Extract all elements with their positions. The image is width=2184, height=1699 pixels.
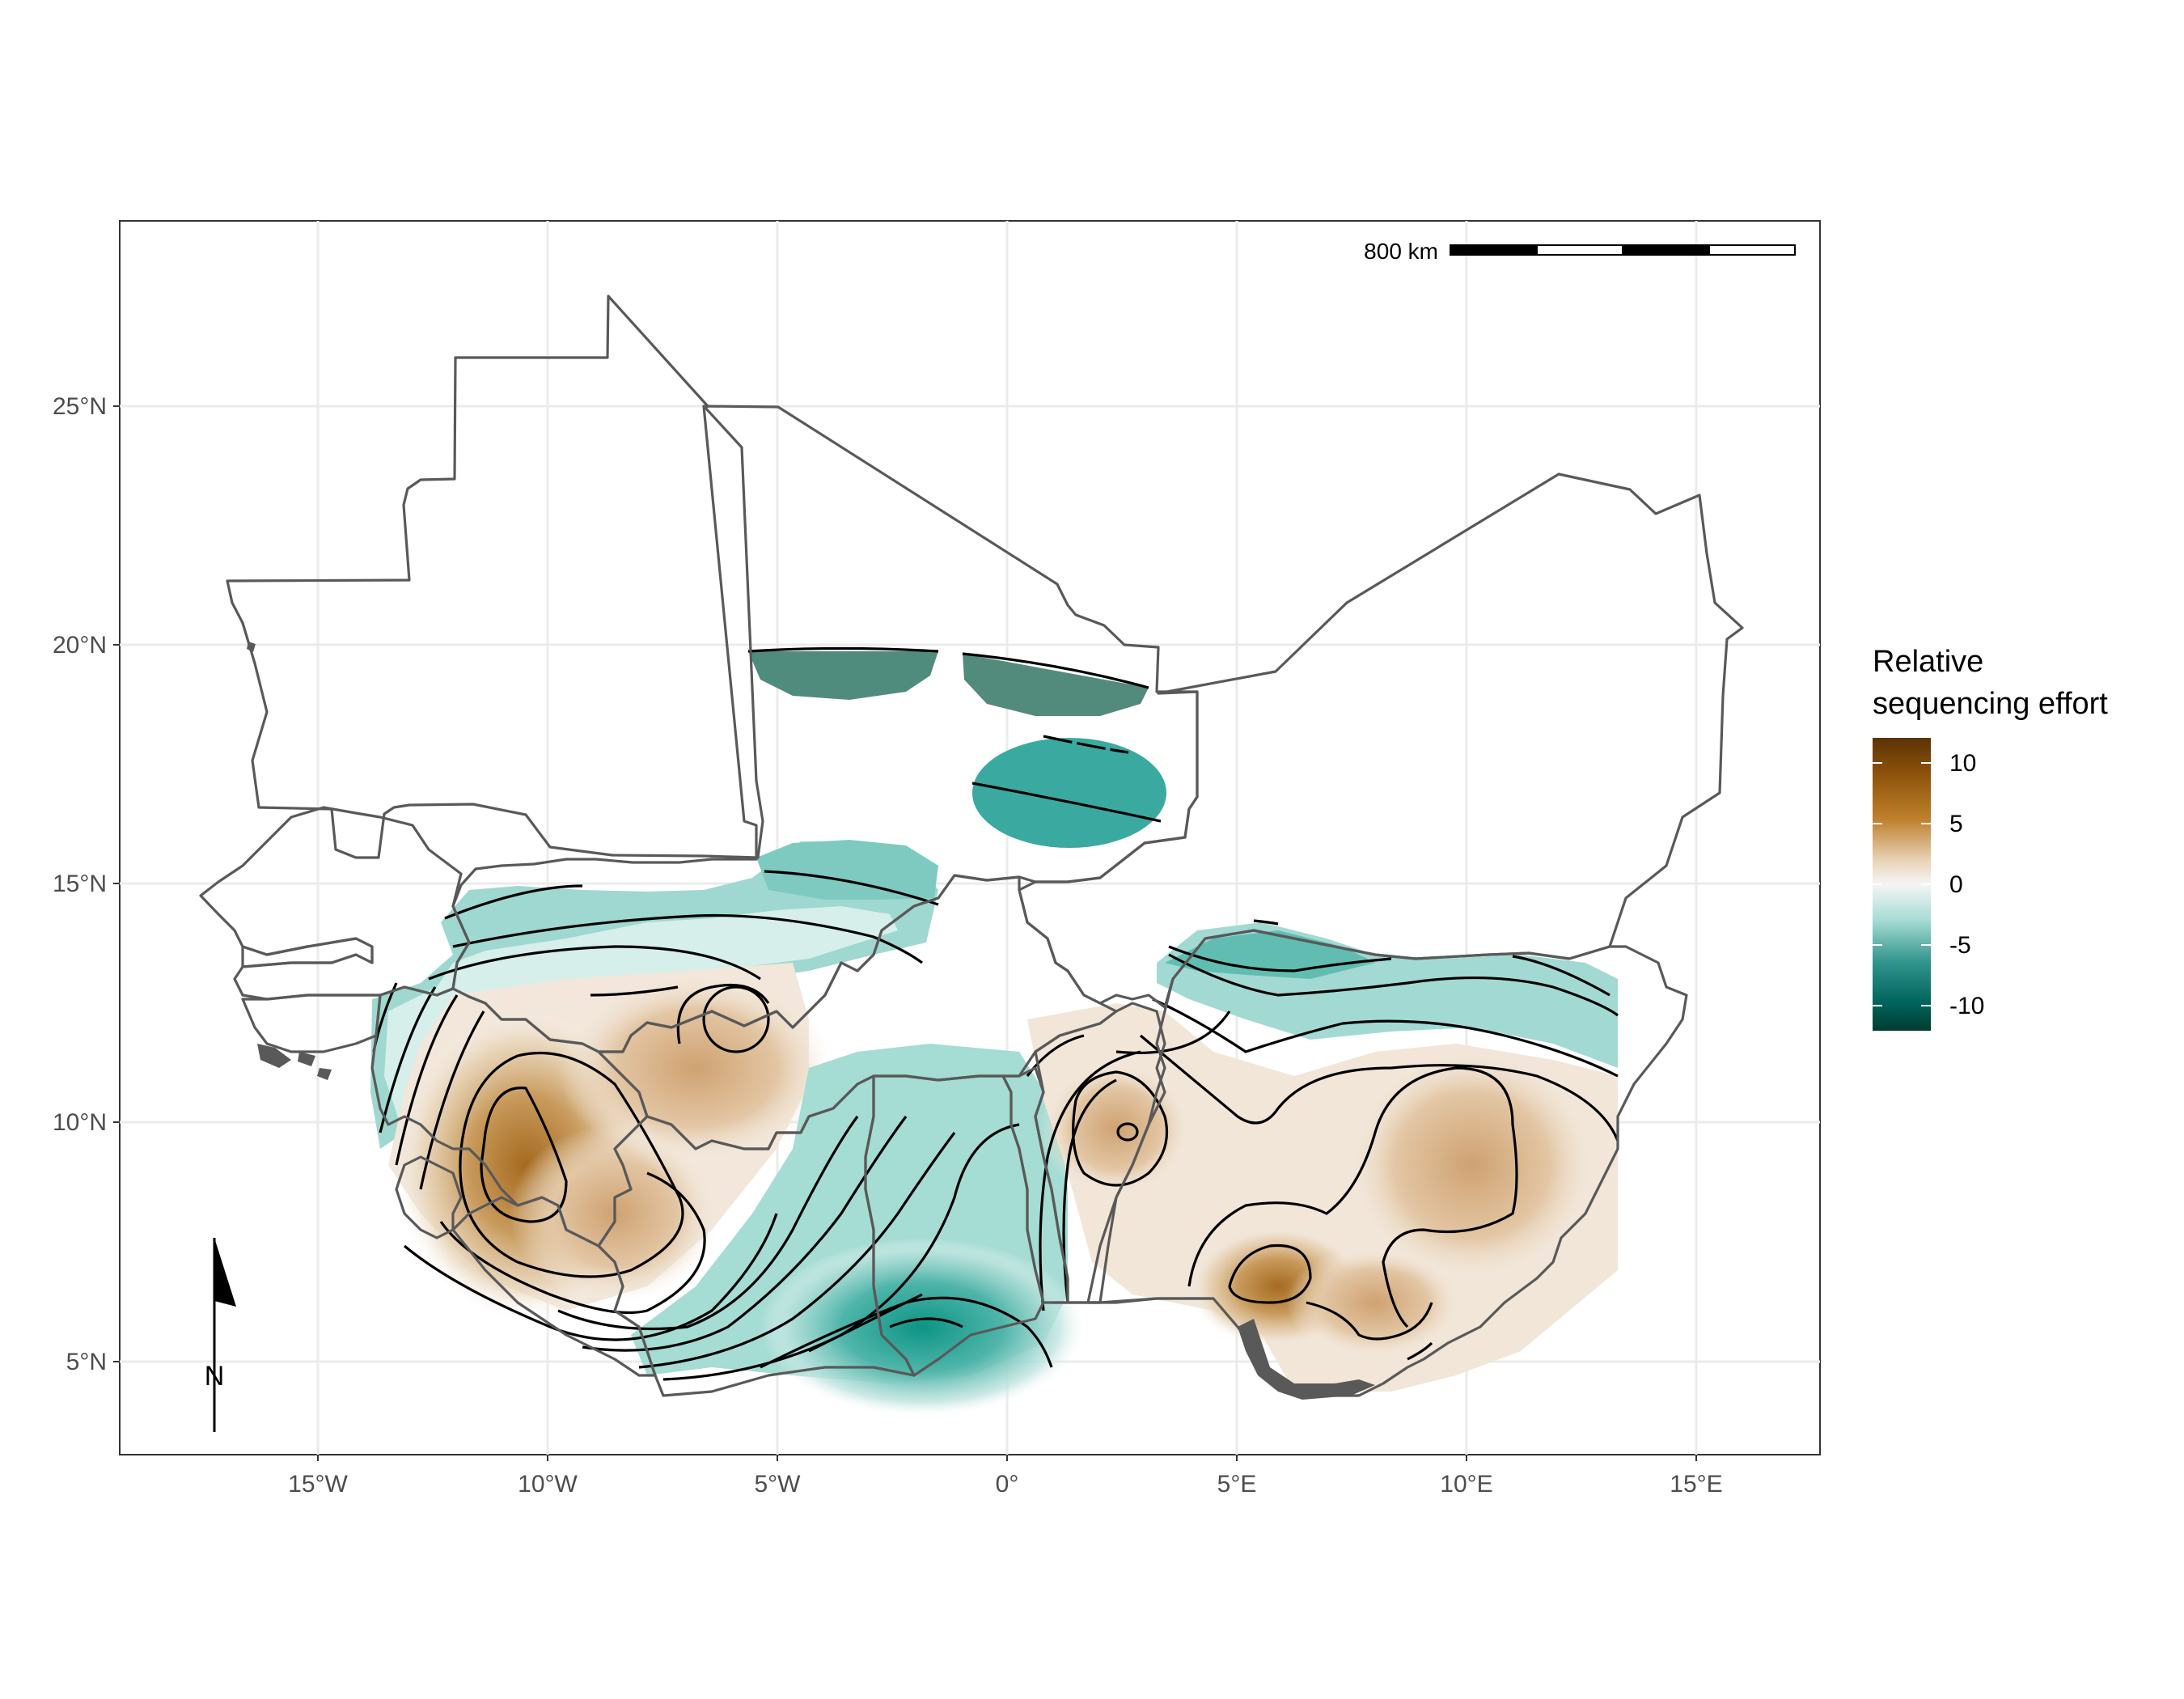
bijagos-islands: [257, 1044, 332, 1080]
x-tick-label: 0°: [996, 1471, 1019, 1498]
border-guinea: [370, 985, 649, 1248]
contour-line: [590, 985, 679, 997]
x-tick-label: 15°E: [1670, 1471, 1722, 1498]
legend: Relative sequencing effort 10 5 0 -5 -10: [1873, 645, 2108, 1031]
scale-bar: 800 km: [1364, 239, 1796, 264]
contour-line: [760, 1296, 1053, 1369]
coastal-fills: [247, 642, 1375, 1400]
contour-line: [1187, 1066, 1518, 1328]
legend-title-line1: Relative: [1873, 645, 1983, 679]
contour-line: [1115, 1011, 1231, 1055]
north-arrow-label: N: [205, 1361, 225, 1392]
coast-ghana-gulf: [1052, 1297, 1213, 1304]
contour-line: [1039, 1050, 1141, 1311]
border-nigeria: [1086, 929, 1688, 1397]
contour-line: [1072, 1070, 1169, 1187]
contour-line: [1253, 919, 1279, 926]
contour-line: [1043, 735, 1129, 754]
contour-line: [1512, 955, 1610, 997]
contour-line: [702, 985, 770, 1053]
border-sierra-leone: [395, 1155, 463, 1239]
contour-line: [1228, 1244, 1312, 1304]
contour-line: [1407, 1341, 1433, 1361]
surface-central-teal-core: [760, 1238, 1084, 1416]
border-gambia: [241, 937, 374, 968]
contour-line: [452, 913, 923, 964]
surface-east-brown-main: [1343, 1044, 1602, 1286]
scale-bar-segment: [1708, 244, 1796, 256]
scale-bar-segment: [1450, 244, 1538, 256]
y-tick-label: 10°N: [53, 1109, 107, 1136]
border-guinea-bissau: [241, 994, 382, 1053]
scale-bar-segment: [1536, 244, 1623, 256]
legend-label: 0: [1949, 871, 1963, 898]
legend-label: -10: [1949, 993, 1984, 1019]
contour-line: [395, 994, 459, 1166]
x-tick-label: 10°W: [518, 1471, 578, 1498]
y-axis-labels: 5°N 10°N 15°N 20°N 25°N: [53, 393, 107, 1375]
contour-line: [889, 1317, 963, 1328]
y-tick-label: 25°N: [53, 393, 107, 420]
contour-line: [1139, 1034, 1619, 1142]
mauritania-coast-islands: [247, 642, 256, 652]
x-tick-label: 10°E: [1440, 1471, 1492, 1498]
contour-line: [971, 782, 1162, 823]
y-tick-label: 20°N: [53, 632, 107, 659]
contour-line: [962, 652, 1149, 689]
contour-line: [419, 1011, 485, 1190]
contour-line: [444, 884, 583, 920]
y-tick-label: 5°N: [66, 1349, 107, 1375]
contour-line: [638, 1132, 956, 1369]
contour-lines: [372, 646, 1619, 1381]
border-benin: [1034, 1002, 1166, 1304]
surface-west-teal-inner: [384, 906, 898, 1125]
niger-delta: [1238, 1319, 1375, 1400]
contour-line: [459, 1051, 684, 1278]
contour-line: [403, 1213, 778, 1341]
legend-label: 5: [1949, 811, 1963, 837]
north-arrow-head: [214, 1238, 236, 1307]
x-axis-labels: 15°W 10°W 5°W 0° 5°E 10°E 15°E: [288, 1471, 1723, 1498]
contour-line: [480, 1087, 568, 1223]
contour-line: [439, 1172, 706, 1315]
contour-line: [764, 870, 939, 906]
contour-line: [1168, 945, 1392, 972]
x-tick-label: 15°W: [288, 1471, 348, 1498]
contour-line: [1152, 998, 1619, 1078]
x-tick-label: 5°W: [755, 1471, 802, 1498]
contour-line: [662, 1123, 1020, 1381]
contour-line: [557, 1116, 859, 1331]
surface-north-patch-2: [963, 654, 1149, 716]
border-liberia: [451, 1196, 657, 1377]
country-borders: [199, 294, 1744, 1397]
surface-west-brown-north: [558, 971, 833, 1165]
contour-line: [1306, 1301, 1433, 1341]
surface-north-patch-3: [972, 738, 1166, 848]
surface-north-patch-4: [756, 840, 938, 900]
contour-line: [1116, 1122, 1139, 1142]
contour-line: [808, 1293, 923, 1353]
surface-north-patch-1: [748, 651, 938, 700]
scale-bar-label: 800 km: [1364, 239, 1438, 264]
contour-line: [428, 945, 761, 981]
border-mauritania: [226, 294, 764, 859]
contour-line: [1168, 953, 1619, 1017]
north-arrow: N: [205, 1238, 236, 1432]
legend-label: 10: [1949, 750, 1976, 777]
y-tick-label: 15°N: [53, 871, 107, 897]
contour-line: [582, 1116, 908, 1352]
legend-label: -5: [1949, 932, 1971, 959]
contour-line: [747, 646, 939, 653]
contour-line: [676, 983, 770, 1044]
axis-ticks: [113, 405, 1697, 1461]
contour-line: [379, 986, 437, 1133]
legend-title-line2: sequencing effort: [1873, 687, 2108, 721]
scale-bar-segment: [1622, 244, 1710, 256]
surface-east-brown-south2: [1286, 1246, 1464, 1359]
x-tick-label: 5°E: [1217, 1471, 1257, 1498]
